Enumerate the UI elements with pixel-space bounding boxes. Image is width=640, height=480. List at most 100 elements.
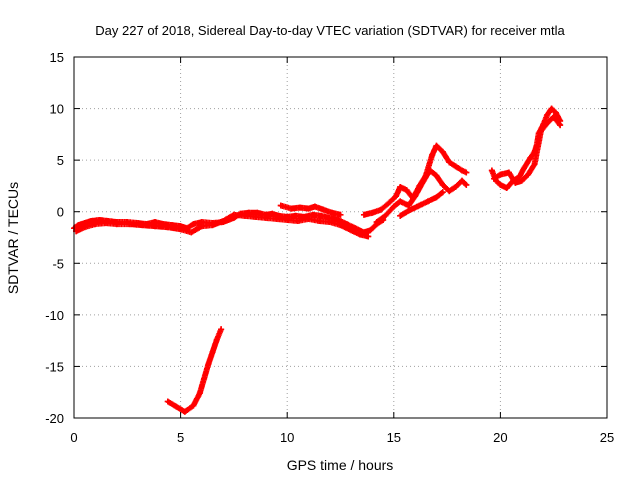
data-point	[378, 206, 385, 213]
data-point	[512, 179, 519, 186]
data-point	[505, 169, 512, 176]
data-point	[296, 204, 303, 211]
data-point	[446, 188, 453, 195]
data-point	[439, 189, 446, 196]
data-point	[403, 187, 410, 194]
data-point	[531, 161, 538, 168]
y-tick-label: -20	[45, 411, 64, 426]
data-point	[405, 202, 412, 209]
data-point	[365, 233, 372, 240]
data-point	[213, 336, 220, 343]
x-tick-label: 10	[280, 430, 294, 445]
x-tick-label: 5	[177, 430, 184, 445]
data-point	[429, 151, 436, 158]
data-point	[177, 226, 184, 233]
data-segment	[73, 211, 372, 240]
data-point	[190, 402, 197, 409]
data-point	[326, 219, 333, 226]
data-point	[537, 128, 544, 135]
data-point	[392, 193, 399, 200]
data-point	[316, 217, 323, 224]
y-tick-label: 15	[50, 50, 64, 65]
data-point	[446, 159, 453, 166]
data-point	[405, 207, 412, 214]
data-point	[424, 198, 431, 205]
data-point	[284, 216, 291, 223]
x-tick-label: 0	[70, 430, 77, 445]
data-point	[548, 105, 555, 112]
data-point	[557, 122, 564, 129]
y-tick-label: -15	[45, 359, 64, 374]
data-point	[305, 205, 312, 212]
data-point	[488, 167, 495, 174]
data-point	[373, 219, 380, 226]
data-series	[71, 105, 564, 415]
series-sdtvar	[71, 105, 564, 415]
data-point	[382, 212, 389, 219]
data-point	[390, 203, 397, 210]
y-tick-label: -10	[45, 308, 64, 323]
data-point	[92, 221, 99, 228]
data-point	[463, 169, 470, 176]
data-point	[439, 148, 446, 155]
x-tick-label: 25	[600, 430, 614, 445]
data-point	[491, 175, 498, 182]
data-point	[337, 211, 344, 218]
chart-title: Day 227 of 2018, Sidereal Day-to-day VTE…	[95, 23, 565, 38]
grid	[74, 57, 607, 418]
data-point	[369, 209, 376, 216]
data-point	[273, 215, 280, 222]
data-point	[311, 203, 318, 210]
data-point	[397, 198, 404, 205]
y-axis-label: SDTVAR / TECUs	[5, 182, 21, 294]
data-point	[550, 113, 557, 120]
data-point	[198, 223, 205, 230]
data-segment	[397, 189, 446, 219]
data-point	[386, 199, 393, 206]
data-point	[209, 222, 216, 229]
data-point	[452, 163, 459, 170]
data-point	[452, 183, 459, 190]
y-tick-label: 10	[50, 102, 64, 117]
data-point	[367, 227, 374, 234]
data-point	[81, 224, 88, 231]
y-tick-label: -5	[52, 256, 64, 271]
data-point	[205, 361, 212, 368]
data-point	[320, 206, 327, 213]
data-point	[164, 224, 171, 231]
data-point	[328, 209, 335, 216]
data-point	[305, 215, 312, 222]
data-point	[209, 348, 216, 355]
data-point	[190, 221, 197, 228]
x-tick-label: 15	[387, 430, 401, 445]
data-point	[433, 172, 440, 179]
data-point	[544, 120, 551, 127]
data-segment	[373, 167, 470, 226]
data-point	[164, 398, 171, 405]
data-point	[181, 408, 188, 415]
plot-frame	[73, 56, 608, 419]
data-point	[433, 142, 440, 149]
data-point	[397, 183, 404, 190]
data-point	[397, 212, 404, 219]
data-point	[241, 212, 248, 219]
data-point	[318, 212, 325, 219]
data-point	[288, 205, 295, 212]
data-point	[126, 221, 133, 228]
data-point	[113, 221, 120, 228]
data-point	[262, 214, 269, 221]
data-point	[525, 171, 532, 178]
data-point	[139, 222, 146, 229]
x-tick-label: 20	[493, 430, 507, 445]
data-point	[520, 165, 527, 172]
data-point	[439, 181, 446, 188]
data-point	[503, 184, 510, 191]
data-point	[459, 167, 466, 174]
data-point	[230, 211, 237, 218]
data-point	[201, 375, 208, 382]
data-point	[75, 222, 82, 229]
data-point	[294, 217, 301, 224]
data-point	[173, 403, 180, 410]
data-point	[188, 229, 195, 236]
